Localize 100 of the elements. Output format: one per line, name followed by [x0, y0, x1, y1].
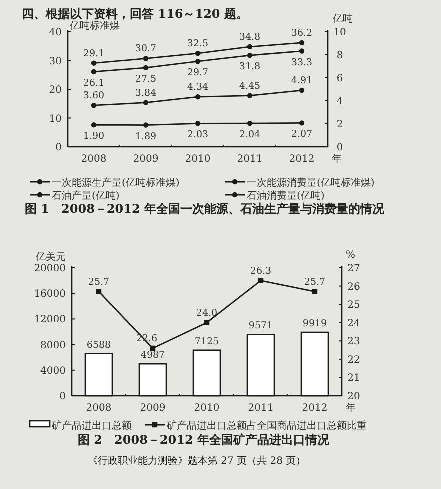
- point: [247, 120, 253, 126]
- data-label: 26.3: [250, 266, 272, 277]
- data-label: 30.7: [135, 44, 157, 55]
- y2-tick-label: 26: [348, 282, 360, 293]
- data-label: 3.60: [83, 90, 105, 102]
- point: [299, 120, 305, 126]
- point: [247, 52, 253, 58]
- x-axis-title: 年: [332, 153, 342, 165]
- data-label: 1.89: [135, 131, 157, 142]
- y2-tick-label: 2: [336, 120, 344, 130]
- point: [195, 50, 201, 56]
- y2-tick-label: 21: [348, 373, 360, 384]
- data-label: 2.07: [291, 129, 313, 140]
- y2-tick-label: 27: [348, 264, 360, 274]
- y-tick-label: 4000: [40, 366, 66, 377]
- y-tick-label: 20: [49, 85, 62, 96]
- point: [91, 69, 97, 75]
- x-tick-label: 2012: [289, 154, 315, 165]
- point: [247, 93, 253, 98]
- point: [299, 40, 305, 46]
- x-tick-label: 2008: [86, 403, 112, 414]
- legend-label: 一次能源生产量(亿吨标准煤): [52, 177, 180, 189]
- legend-label: 石油产量(亿吨): [52, 190, 120, 202]
- text: 图 2 2008－2012 年全国矿产品进出口情况: [78, 433, 330, 447]
- x-tick-label: 2009: [140, 403, 166, 414]
- data-label: 36.2: [291, 28, 313, 39]
- point: [258, 278, 264, 284]
- data-label: 2.04: [239, 130, 261, 141]
- point: [91, 122, 97, 128]
- x-tick-label: 2011: [248, 403, 274, 414]
- data-label: 26.1: [83, 78, 105, 89]
- data-label: 29.1: [83, 48, 105, 60]
- x-axis-title: 年: [346, 402, 356, 414]
- text: 四、根据以下资料，回答 116～120 题。: [22, 7, 248, 21]
- point: [204, 320, 210, 326]
- data-label: 29.7: [187, 68, 209, 79]
- data-label: 24.0: [196, 308, 218, 319]
- y-tick-label: 16000: [34, 289, 66, 300]
- data-label: 4987: [140, 350, 166, 362]
- legend-label: 石油消费量(亿吨): [247, 190, 325, 202]
- legend-label: 矿产品进出口总额: [51, 420, 132, 432]
- point: [143, 56, 149, 62]
- y-tick-label: 10: [49, 114, 62, 125]
- point: [91, 103, 97, 108]
- text: 《行政职业能力测验》题本第 27 页（共 28 页）: [88, 455, 306, 467]
- data-label: 6588: [86, 340, 112, 351]
- point: [96, 289, 102, 294]
- data-label: 33.3: [291, 57, 313, 68]
- point: [195, 94, 201, 100]
- text: 图 1 2008－2012 年全国一次能源、石油生产量与消费量的情况: [25, 202, 386, 216]
- x-tick-label: 2012: [302, 403, 328, 414]
- y-tick-label: 0: [60, 392, 66, 402]
- data-label: 4.45: [239, 80, 261, 92]
- data-label: 2.03: [187, 130, 209, 141]
- point: [195, 59, 201, 64]
- y2-tick-label: 22: [348, 354, 360, 366]
- y-tick-label: 0: [56, 142, 62, 154]
- y2-tick-label: 20: [348, 392, 360, 402]
- y2-tick-label: 23: [348, 336, 360, 348]
- data-label: 3.84: [135, 88, 157, 99]
- y2-tick-label: 10: [334, 28, 346, 38]
- x-tick-label: 2010: [185, 154, 211, 165]
- data-label: 25.7: [304, 276, 326, 288]
- point: [247, 44, 253, 50]
- y-tick-label: 8000: [40, 340, 66, 352]
- data-label: 25.7: [88, 276, 110, 288]
- point: [299, 88, 305, 94]
- point: [150, 346, 156, 352]
- data-label: 9571: [248, 320, 274, 332]
- y2-tick-label: 24: [348, 318, 360, 330]
- point: [312, 289, 318, 294]
- data-label: 7125: [194, 336, 220, 348]
- point: [143, 122, 149, 128]
- data-label: 31.8: [239, 62, 261, 73]
- y2-axis-title: %: [346, 250, 356, 261]
- y2-tick-label: 6: [336, 74, 344, 84]
- point: [195, 121, 201, 126]
- y-tick-label: 30: [49, 56, 62, 68]
- point: [91, 60, 97, 66]
- y-tick-label: 12000: [34, 314, 66, 326]
- y2-tick-label: 25: [348, 300, 360, 312]
- data-label: 1.90: [83, 131, 105, 142]
- point: [143, 65, 149, 71]
- legend-label: 矿产品进出口总额占全国商品进出口总额比重: [166, 420, 367, 432]
- x-tick-label: 2009: [133, 154, 159, 165]
- point: [299, 48, 305, 54]
- y2-axis-title: 亿吨: [332, 13, 353, 25]
- y-axis-title: 亿美元: [35, 251, 66, 263]
- y2-tick-label: 8: [336, 50, 344, 62]
- data-label: 27.5: [135, 74, 157, 85]
- y2-tick-label: 4: [336, 96, 344, 108]
- y-tick-label: 20000: [34, 264, 66, 274]
- data-label: 4.34: [187, 82, 209, 94]
- data-label: 32.5: [187, 38, 209, 50]
- data-label: 34.8: [239, 32, 261, 43]
- data-label: 9919: [302, 318, 328, 330]
- x-tick-label: 2011: [237, 154, 263, 165]
- point: [143, 100, 149, 106]
- y-axis-title: 亿吨标准煤: [69, 20, 120, 32]
- x-tick-label: 2008: [81, 154, 107, 165]
